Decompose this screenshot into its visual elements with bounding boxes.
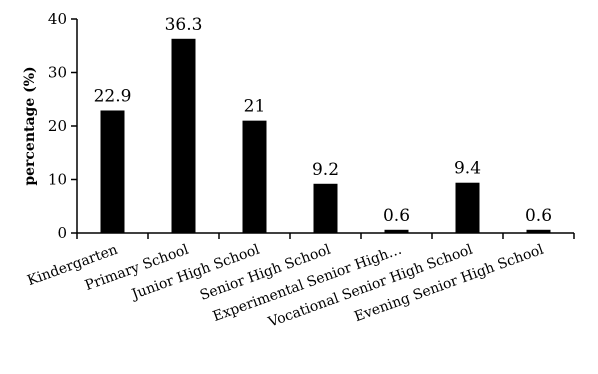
y-axis-title: percentage (%) — [22, 66, 38, 185]
data-label: 0.6 — [383, 206, 410, 226]
y-tick-label: 40 — [48, 10, 67, 28]
data-label: 9.2 — [312, 160, 339, 180]
data-label: 22.9 — [94, 86, 132, 106]
y-tick-label: 30 — [48, 64, 67, 82]
bar — [455, 182, 480, 233]
bar — [313, 183, 338, 233]
bar — [100, 110, 125, 233]
bar — [384, 229, 409, 233]
bars — [100, 38, 551, 233]
bar — [526, 229, 551, 233]
data-label: 21 — [244, 97, 266, 117]
data-label: 0.6 — [525, 206, 552, 226]
bar — [171, 38, 196, 233]
y-axis-ticks: 0 10 20 30 40 — [48, 10, 77, 242]
y-tick-label: 20 — [48, 117, 67, 135]
data-labels: 22.9 36.3 21 9.2 0.6 9.4 0.6 — [94, 15, 552, 226]
data-label: 9.4 — [454, 159, 481, 179]
y-tick-label: 10 — [48, 171, 67, 189]
data-label: 36.3 — [165, 15, 203, 35]
bar — [242, 120, 267, 233]
y-tick-label: 0 — [57, 224, 67, 242]
